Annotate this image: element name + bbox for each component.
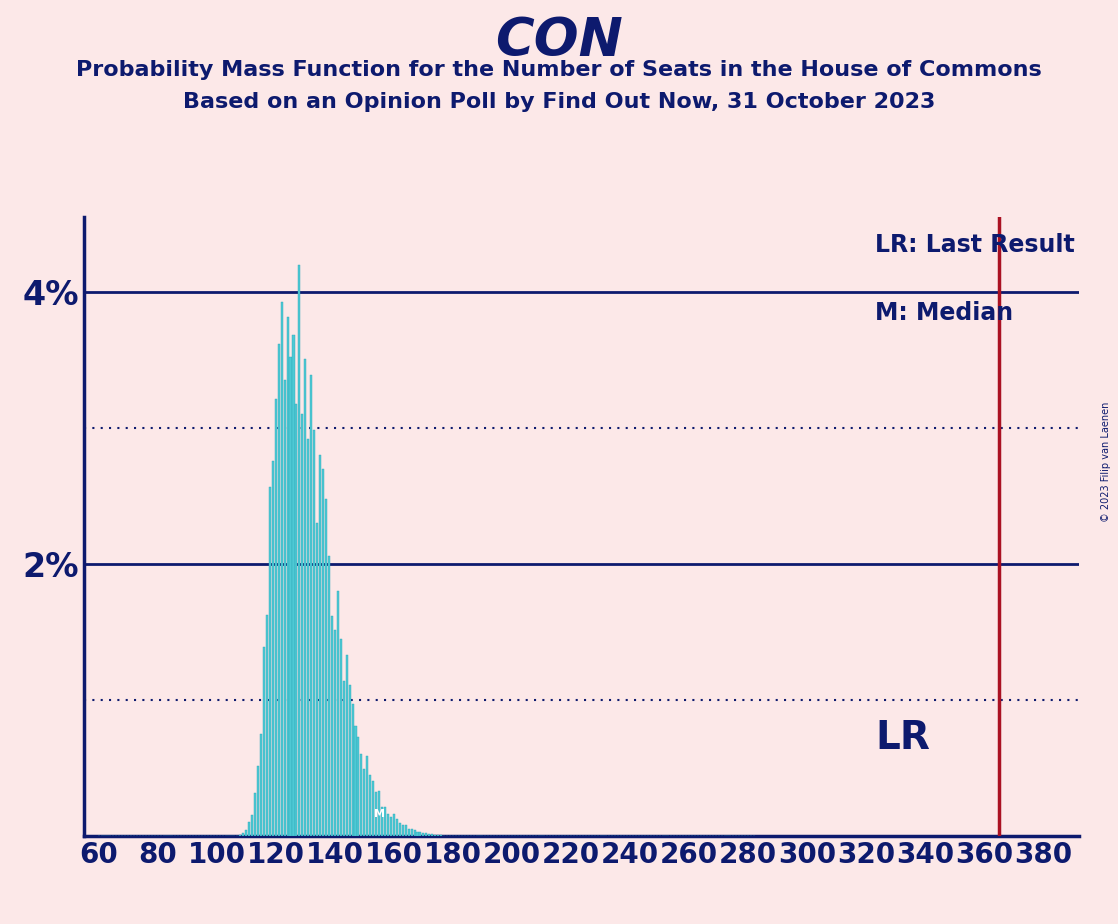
Bar	[437, 835, 439, 836]
Bar	[319, 456, 321, 836]
Bar	[277, 344, 280, 836]
Bar	[372, 781, 375, 836]
Bar	[325, 499, 326, 836]
Bar	[410, 830, 413, 836]
Bar	[425, 833, 427, 836]
Bar	[252, 815, 253, 836]
Text: M: M	[373, 808, 385, 819]
Bar	[367, 756, 368, 836]
Bar	[322, 469, 324, 836]
Bar	[345, 655, 348, 836]
Bar	[401, 825, 404, 836]
Bar	[354, 726, 357, 836]
Text: Based on an Opinion Poll by Find Out Now, 31 October 2023: Based on an Opinion Poll by Find Out Now…	[183, 92, 935, 113]
Bar	[304, 359, 306, 836]
Bar	[268, 487, 271, 836]
Bar	[239, 835, 241, 836]
Bar	[414, 831, 416, 836]
Bar	[331, 616, 333, 836]
Bar	[316, 523, 319, 836]
Bar	[396, 820, 398, 836]
Bar	[275, 398, 277, 836]
Bar	[310, 375, 312, 836]
Text: CON: CON	[495, 15, 623, 67]
Bar	[351, 704, 353, 836]
Bar	[408, 829, 409, 836]
Bar	[245, 830, 247, 836]
Bar	[432, 834, 434, 836]
Bar	[342, 681, 344, 836]
Bar	[337, 591, 339, 836]
Bar	[358, 736, 360, 836]
Bar	[428, 834, 430, 836]
Bar	[360, 754, 362, 836]
Bar	[387, 814, 389, 836]
Bar	[392, 814, 395, 836]
Bar	[254, 793, 256, 836]
Bar	[243, 833, 245, 836]
Bar	[440, 835, 442, 836]
Bar	[383, 807, 386, 836]
Text: © 2023 Filip van Laenen: © 2023 Filip van Laenen	[1101, 402, 1111, 522]
Bar	[307, 439, 310, 836]
Bar	[284, 380, 286, 836]
Text: LR: LR	[875, 719, 930, 757]
Bar	[378, 791, 380, 836]
Bar	[290, 358, 292, 836]
Bar	[423, 833, 425, 836]
Bar	[313, 430, 315, 836]
Bar	[334, 630, 335, 836]
Bar	[272, 461, 274, 836]
Bar	[417, 832, 418, 836]
Bar	[281, 302, 283, 836]
Bar	[299, 265, 301, 836]
Bar	[399, 823, 401, 836]
Bar	[295, 404, 297, 836]
Bar	[293, 334, 294, 836]
Bar	[434, 835, 436, 836]
Bar	[340, 639, 342, 836]
Bar	[405, 825, 407, 836]
Bar	[419, 833, 421, 836]
Bar	[369, 774, 371, 836]
Bar	[390, 817, 392, 836]
Bar	[376, 792, 377, 836]
Bar	[302, 414, 303, 836]
Bar	[381, 807, 383, 836]
Bar	[263, 647, 265, 836]
Bar	[248, 822, 250, 836]
Text: LR: Last Result: LR: Last Result	[875, 233, 1074, 257]
Bar	[286, 318, 288, 836]
Text: M: Median: M: Median	[875, 300, 1013, 324]
Bar	[260, 735, 262, 836]
Bar	[257, 766, 259, 836]
Bar	[266, 614, 268, 836]
Text: Probability Mass Function for the Number of Seats in the House of Commons: Probability Mass Function for the Number…	[76, 60, 1042, 80]
Bar	[349, 686, 351, 836]
Bar	[328, 556, 330, 836]
Bar	[363, 769, 366, 836]
